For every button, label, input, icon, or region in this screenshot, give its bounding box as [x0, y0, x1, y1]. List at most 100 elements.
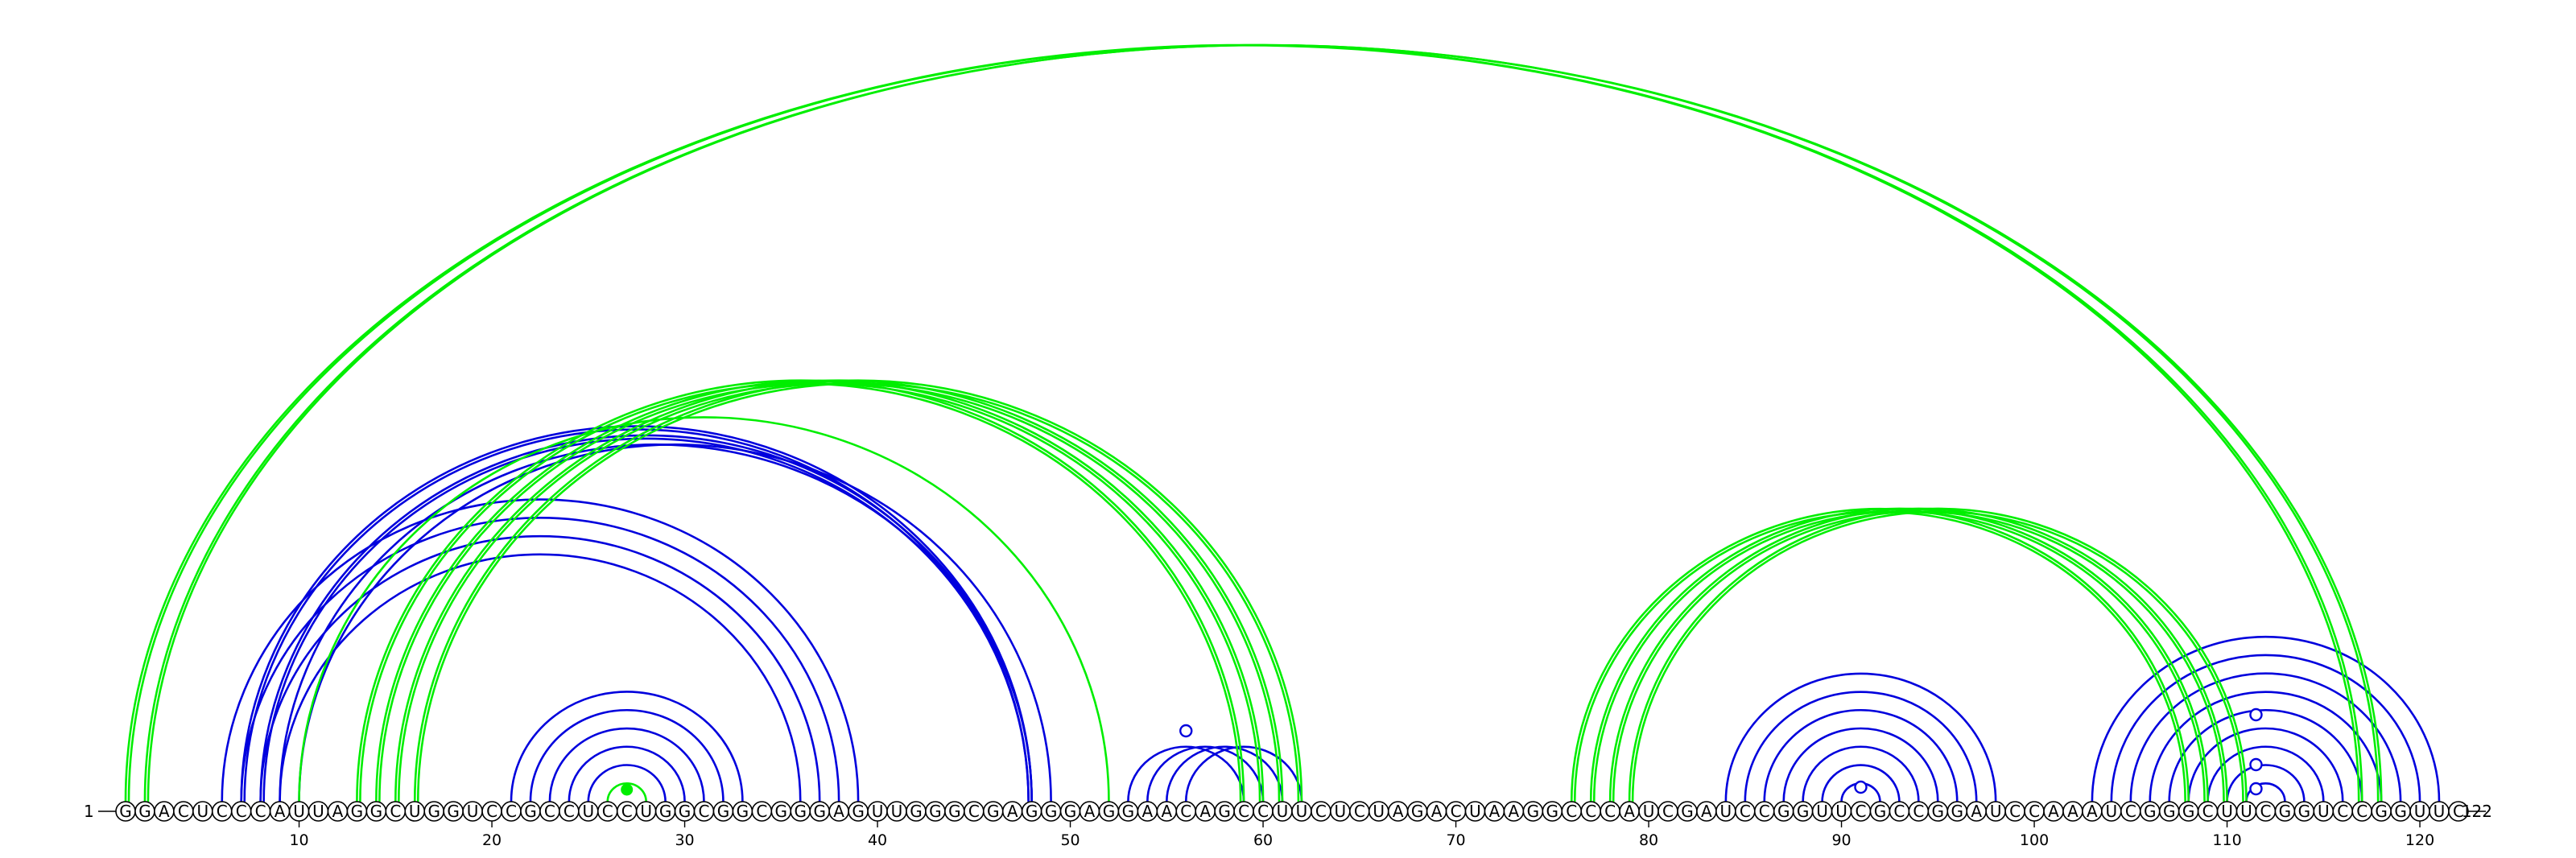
tick-label: 10	[289, 831, 308, 849]
nucleotide: C	[2197, 801, 2219, 822]
blue-pair-arc	[2168, 708, 2363, 802]
green-pair-arc	[375, 379, 1265, 802]
nucleotide: G	[134, 801, 155, 822]
nucleotide-letter: A	[1142, 802, 1154, 821]
blue-pair-arc	[1724, 672, 1997, 802]
nucleotide-letter: G	[795, 802, 807, 821]
green-pair-arc	[1589, 507, 2209, 802]
blue-pair-arc	[279, 553, 802, 802]
nucleotide: A	[1619, 801, 1640, 822]
nucleotide-letter: C	[2453, 802, 2464, 821]
nucleotide-letter: A	[332, 802, 344, 821]
nucleotide-letter: G	[737, 802, 749, 821]
nucleotide: A	[1387, 801, 1409, 822]
blue-pair-arc	[1821, 764, 1901, 802]
nucleotide: G	[2178, 801, 2199, 822]
nucleotide: G	[1542, 801, 1563, 822]
nucleotide: G	[925, 801, 946, 822]
nucleotide-letter: A	[1701, 802, 1712, 821]
blue-pair-arc	[1146, 745, 1265, 802]
nucleotide: C	[1445, 801, 1467, 822]
nucleotide: G	[1677, 801, 1698, 822]
nucleotide-letter: A	[1199, 802, 1211, 821]
nucleotide: U	[2101, 801, 2122, 822]
nucleotide: A	[1156, 801, 1178, 822]
blue-pair-arc	[1802, 745, 1920, 802]
nucleotide-letter: A	[2087, 802, 2098, 821]
blue-pair-arc	[259, 434, 1033, 802]
nucleotide: C	[2255, 801, 2277, 822]
nucleotide: G	[809, 801, 831, 822]
nucleotide: C	[1908, 801, 1930, 822]
nucleotide: A	[1001, 801, 1023, 822]
nucleotide: U	[1330, 801, 1351, 822]
nucleotide: U	[462, 801, 483, 822]
nucleotide: C	[964, 801, 985, 822]
blue-pair-arc	[587, 764, 667, 802]
nucleotide-letter: C	[544, 802, 555, 821]
nucleotide-letter: G	[1064, 802, 1077, 821]
nucleotide-letter: C	[236, 802, 247, 821]
nucleotide-letter: G	[138, 802, 151, 821]
nucleotide: U	[1715, 801, 1736, 822]
nucleotide: G	[2390, 801, 2411, 822]
nucleotide: G	[2139, 801, 2161, 822]
nucleotide-letter: A	[1393, 802, 1404, 821]
nucleotide-letter: U	[1990, 802, 2002, 821]
nucleotide: C	[1580, 801, 1601, 822]
tick-label: 20	[482, 831, 502, 849]
nucleotide: G	[982, 801, 1004, 822]
nucleotide-letter: G	[2279, 802, 2292, 821]
tick-label: 80	[1639, 831, 1658, 849]
nucleotide-letter: A	[275, 802, 286, 821]
nucleotide-letter: G	[679, 802, 691, 821]
nucleotide: C	[211, 801, 233, 822]
nucleotide-letter: A	[1971, 802, 1982, 821]
nucleotide: A	[1503, 801, 1525, 822]
nucleotide-letter: U	[891, 802, 903, 821]
nucleotide-letter: C	[602, 802, 613, 821]
nucleotide: G	[654, 801, 676, 822]
nucleotide-letter: A	[1509, 802, 1520, 821]
nucleotide-letter: C	[699, 802, 710, 821]
nucleotide: G	[1869, 801, 1891, 822]
nucleotide-letter: C	[178, 802, 189, 821]
nucleotide: U	[2429, 801, 2450, 822]
nucleotide: A	[1696, 801, 1717, 822]
nucleotide-letter: C	[2337, 802, 2348, 821]
nucleotide-letter: U	[1277, 802, 1289, 821]
green-marker	[621, 783, 634, 796]
nucleotide-letter: G	[1681, 802, 1694, 821]
nucleotide-letter: U	[1835, 802, 1847, 821]
nucleotide-letter: U	[1296, 802, 1308, 821]
base-pair-arcs	[124, 43, 2441, 802]
nucleotide-letter: C	[1451, 802, 1462, 821]
nucleotide-letter: G	[1218, 802, 1231, 821]
nucleotide: C	[1561, 801, 1583, 822]
nucleotide-letter: A	[159, 802, 170, 821]
blue-pair-arc	[240, 517, 840, 802]
nucleotide-letter: G	[1874, 802, 1887, 821]
blue-pair-arc	[1127, 745, 1245, 802]
nucleotide-letter: C	[2009, 802, 2021, 821]
nucleotide-letter: C	[2202, 802, 2214, 821]
green-pair-arc	[1628, 507, 2248, 802]
nucleotide: A	[269, 801, 291, 822]
nucleotide: G	[674, 801, 696, 822]
nucleotide: G	[1117, 801, 1139, 822]
blue-pair-arc	[2187, 727, 2344, 802]
nucleotide-letter: G	[659, 802, 672, 821]
nucleotide: G	[1773, 801, 1794, 822]
nucleotide: G	[423, 801, 445, 822]
blue-pair-arc	[1744, 691, 1978, 802]
tick-label: 120	[2405, 831, 2434, 849]
nucleotide: G	[1522, 801, 1544, 822]
nucleotide: C	[1735, 801, 1756, 822]
nucleotide-circle	[2448, 801, 2469, 822]
blue-pair-arc	[529, 708, 724, 802]
nucleotide-letter: G	[2394, 802, 2407, 821]
nucleotide: A	[2062, 801, 2083, 822]
green-pair-arc	[416, 382, 1300, 802]
green-pair-arc	[413, 379, 1303, 802]
nucleotide-letter: C	[1856, 802, 1867, 821]
